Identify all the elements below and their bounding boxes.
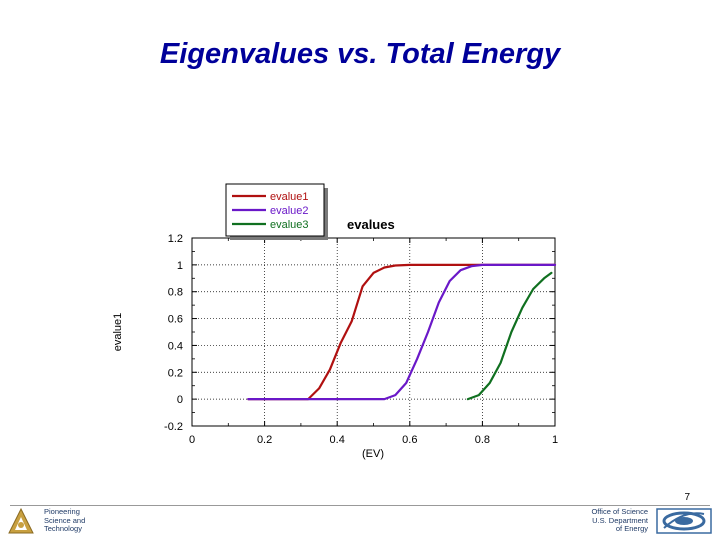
legend-label-evalue1: evalue1 <box>270 191 309 203</box>
x-tick-label: 0.2 <box>257 434 272 446</box>
x-tick-label: 0 <box>189 434 195 446</box>
footer-left-line: Pioneering <box>44 507 80 517</box>
lab-logo-icon <box>8 508 34 534</box>
legend-label-evalue3: evalue3 <box>270 219 309 231</box>
footer-divider <box>10 505 710 506</box>
x-axis-label: (EV) <box>362 448 384 460</box>
chart-title: evalues <box>347 217 395 232</box>
footer-right-line: Office of Science <box>591 507 648 517</box>
doe-logo-icon <box>656 508 712 534</box>
legend-items: evalue1 evalue2 evalue3 <box>232 191 309 231</box>
y-tick-label: 0.8 <box>168 287 183 299</box>
x-tick-label: 0.4 <box>330 434 345 446</box>
y-tick-label: 1.2 <box>168 233 183 245</box>
x-tick-label: 0.6 <box>402 434 417 446</box>
footer-right: Office of Science U.S. Department of Ene… <box>591 508 712 534</box>
y-tick-label: 1 <box>177 260 183 272</box>
y-tick-label: 0.6 <box>168 314 183 326</box>
x-tick-label: 1 <box>552 434 558 446</box>
footer-left: Pioneering Science and Technology <box>8 508 85 534</box>
series-lines <box>247 263 557 401</box>
series-line-evalue3 <box>466 271 553 401</box>
plot-frame <box>191 237 556 427</box>
grid-lines <box>192 238 555 426</box>
footer-right-line: U.S. Department <box>592 515 648 525</box>
y-tick-label: 0 <box>177 394 183 406</box>
axis-ticks: 0 0.2 0.4 0.6 0.8 1 -0.2 0 0.2 0.4 0.6 0.8 1 1.2 <box>164 233 558 446</box>
series-line-evalue1 <box>247 263 557 401</box>
y-axis-label: evalue1 <box>112 313 124 352</box>
footer-left-line: Technology <box>44 524 82 534</box>
page-number: 7 <box>684 492 690 503</box>
y-tick-label: 0.2 <box>168 367 183 379</box>
series-line-evalue2 <box>247 263 557 401</box>
footer-left-text: Pioneering Science and Technology <box>44 508 85 534</box>
x-tick-label: 0.8 <box>475 434 490 446</box>
slide-title: Eigenvalues vs. Total Energy <box>159 38 561 70</box>
footer-left-line: Science and <box>44 515 86 525</box>
y-tick-label: 0.4 <box>168 340 183 352</box>
legend-label-evalue2: evalue2 <box>270 205 309 217</box>
footer-right-line: of Energy <box>615 524 648 534</box>
footer-right-text: Office of Science U.S. Department of Ene… <box>591 508 648 534</box>
y-tick-label: -0.2 <box>164 421 183 433</box>
legend: evalue1 evalue2 evalue3 <box>225 183 328 240</box>
